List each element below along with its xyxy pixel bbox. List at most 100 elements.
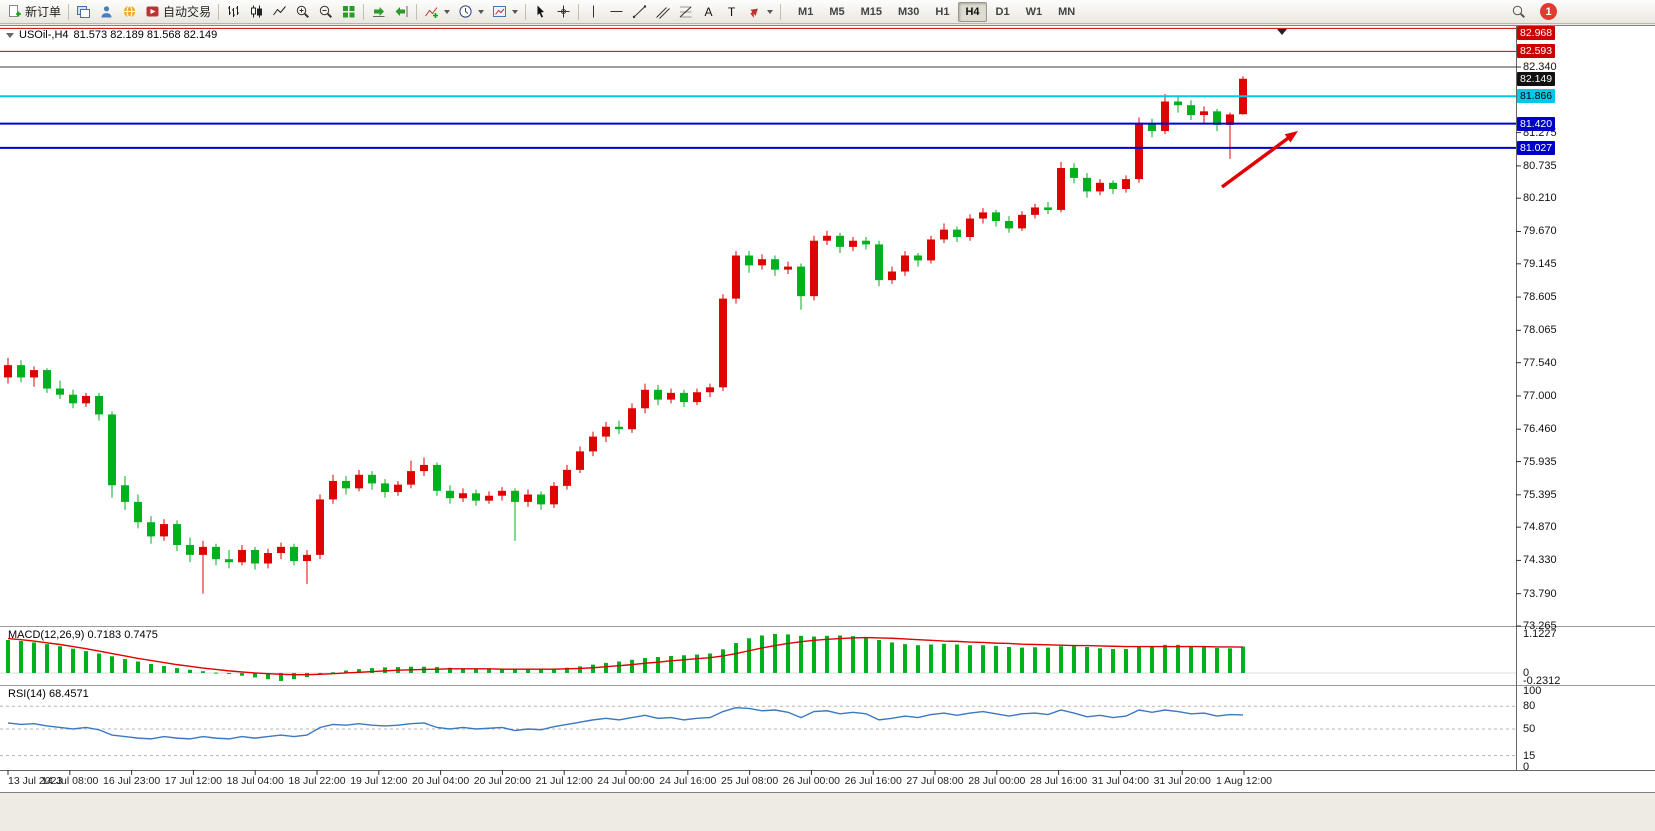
text-button[interactable]: A xyxy=(697,2,720,22)
timeframe-h1-button[interactable]: H1 xyxy=(928,2,956,22)
cursor-button[interactable] xyxy=(529,2,552,22)
search-button[interactable] xyxy=(1507,2,1530,22)
bear-candle-body xyxy=(69,394,77,404)
new-order-button[interactable]: 新订单 xyxy=(3,2,65,22)
arrows-tool-button[interactable] xyxy=(743,2,777,22)
bull-candle-body xyxy=(927,239,935,261)
bear-candle-body xyxy=(1083,177,1091,192)
community-button[interactable] xyxy=(118,2,141,22)
bull-candle-body xyxy=(1122,179,1130,189)
price-badge[interactable]: 81.420 xyxy=(1517,116,1556,131)
auto-scroll-button[interactable] xyxy=(367,2,390,22)
annotation-arrow[interactable] xyxy=(1220,131,1298,189)
time-label: 25 Jul 08:00 xyxy=(720,775,779,787)
arrows-tool-icon xyxy=(750,8,758,18)
price-tick-label: 74.870 xyxy=(1523,521,1557,534)
auto-trading-icon xyxy=(146,6,159,17)
horizontal-line-button[interactable] xyxy=(605,2,628,22)
timeframe-d1-button[interactable]: D1 xyxy=(989,2,1017,22)
price-badge[interactable]: 82.968 xyxy=(1517,26,1556,40)
timeframe-mn-button[interactable]: MN xyxy=(1051,2,1082,22)
bull-candle-body xyxy=(316,499,324,555)
crosshair-button[interactable] xyxy=(552,2,575,22)
macd-histogram-bar xyxy=(266,672,270,680)
price-badge[interactable]: 82.593 xyxy=(1517,44,1556,59)
price-badge[interactable]: 81.866 xyxy=(1517,89,1556,104)
rsi-scale-label: 50 xyxy=(1523,723,1536,735)
timeframe-m5-button[interactable]: M5 xyxy=(822,2,851,22)
macd-histogram-bar xyxy=(552,668,556,673)
arrow-shaft xyxy=(1220,134,1293,189)
rsi-value: 68.4571 xyxy=(48,688,89,700)
price-tick-label: 77.000 xyxy=(1523,389,1557,402)
vertical-line-button[interactable] xyxy=(582,2,605,22)
auto-trading-button[interactable]: 自动交易 xyxy=(141,2,215,22)
timeframe-w1-button[interactable]: W1 xyxy=(1019,2,1050,22)
chart-shift-button[interactable] xyxy=(390,2,413,22)
timeframe-toolbar: M1 M5 M15 M30 H1 H4 D1 W1 MN xyxy=(790,1,1083,22)
chart-symbol-timeframe: USOil-,H4 xyxy=(19,29,69,41)
rsi-line xyxy=(7,707,1244,740)
zoom-out-button[interactable] xyxy=(314,2,337,22)
search-icon xyxy=(1512,5,1526,19)
tile-windows-button[interactable] xyxy=(337,2,360,22)
chart-shift-marker[interactable] xyxy=(1277,29,1287,35)
bear-candle-body xyxy=(654,389,662,400)
macd-histogram-bar xyxy=(1020,647,1024,673)
chart-window[interactable]: USOil-,H4 81.573 82.189 81.568 82.149 MA… xyxy=(0,25,1655,793)
timeframe-m15-button[interactable]: M15 xyxy=(854,2,889,22)
bear-candle-body xyxy=(251,549,259,564)
bear-candle-body xyxy=(875,244,883,281)
profile-button[interactable] xyxy=(95,2,118,22)
timeframe-h4-button[interactable]: H4 xyxy=(958,1,987,22)
label-button[interactable]: T xyxy=(720,2,743,22)
bear-candle-body xyxy=(1174,101,1182,106)
fibonacci-button[interactable] xyxy=(674,2,697,22)
dropdown-caret-icon xyxy=(512,9,519,14)
macd-histogram-bar xyxy=(1163,644,1167,673)
price-tick-label: 79.670 xyxy=(1523,225,1557,238)
bear-candle-body xyxy=(953,229,961,238)
channel-button[interactable] xyxy=(651,2,674,22)
toolbar-separator xyxy=(416,3,418,20)
macd-histogram-bar xyxy=(110,656,114,673)
macd-histogram-bar xyxy=(435,667,439,673)
chart-title: USOil-,H4 81.573 82.189 81.568 82.149 xyxy=(6,29,217,41)
bar-chart-button[interactable] xyxy=(222,2,245,22)
bull-candle-body xyxy=(849,240,857,247)
time-label: 27 Jul 08:00 xyxy=(906,775,964,787)
timeframe-m1-button[interactable]: M1 xyxy=(791,2,820,22)
price-tick-label: 80.735 xyxy=(1523,159,1557,172)
bull-candle-body xyxy=(199,546,207,555)
macd-histogram-bar xyxy=(370,668,374,673)
line-chart-button[interactable] xyxy=(268,2,291,22)
notification-badge[interactable]: 1 xyxy=(1540,3,1557,20)
timeframe-m30-button[interactable]: M30 xyxy=(891,2,926,22)
bear-candle-body xyxy=(615,426,623,430)
time-axis[interactable]: 13 Jul 2023 14 Jul 08:00 16 Jul 23:00 17 Ju… xyxy=(0,770,1655,792)
open-chart-button[interactable] xyxy=(72,2,95,22)
periods-button[interactable] xyxy=(454,2,488,22)
bear-candle-body xyxy=(43,370,51,389)
price-axis[interactable]: 82.340 81.275 80.735 80.210 79.670 79.145 78.6… xyxy=(1516,26,1655,773)
macd-label: MACD(12,26,9) 0.7183 0.7475 xyxy=(8,629,158,641)
templates-button[interactable] xyxy=(488,2,522,22)
bull-candle-body xyxy=(901,255,909,272)
trendline-button[interactable] xyxy=(628,2,651,22)
bull-candle-body xyxy=(979,212,987,219)
collapse-triangle-icon[interactable] xyxy=(6,32,14,38)
price-tick-label: 76.460 xyxy=(1523,423,1557,436)
macd-histogram-bar xyxy=(461,668,465,673)
globe-icon xyxy=(123,5,136,18)
bear-candle-body xyxy=(147,522,155,537)
candlestick-chart-button[interactable] xyxy=(245,2,268,22)
chart-canvas[interactable] xyxy=(0,26,1655,792)
channel-icon xyxy=(656,7,670,19)
indicators-button[interactable] xyxy=(420,2,454,22)
price-badge[interactable]: 81.027 xyxy=(1517,140,1556,155)
zoom-in-button[interactable] xyxy=(291,2,314,22)
bull-candle-body xyxy=(667,392,675,400)
bull-candle-body xyxy=(784,266,792,270)
bear-candle-body xyxy=(17,365,25,378)
bear-candle-body xyxy=(1109,182,1117,189)
